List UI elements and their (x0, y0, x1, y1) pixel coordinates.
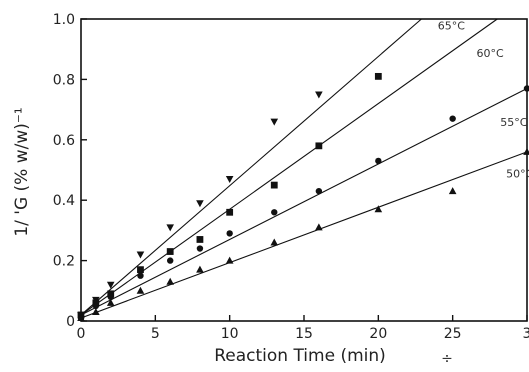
data-point (226, 208, 234, 216)
data-point (167, 257, 174, 264)
data-point (523, 147, 529, 155)
y-tick-label: 0.6 (53, 133, 75, 149)
data-markers (77, 72, 529, 322)
data-point (448, 187, 457, 195)
data-point (92, 307, 100, 315)
fit-line (80, 18, 422, 316)
series-label: 50°C (506, 168, 529, 181)
y-tick-label: 0.8 (53, 72, 75, 88)
x-tick-label: 3 (523, 326, 529, 342)
x-tick-label: 10 (221, 326, 239, 342)
data-point (270, 181, 278, 189)
data-point (523, 85, 529, 92)
data-point (136, 286, 145, 294)
x-tick-label: 15 (295, 326, 313, 342)
stray-mark: ÷ (441, 351, 453, 367)
data-point (137, 266, 144, 274)
data-point (315, 91, 323, 99)
data-point (166, 224, 174, 232)
x-tick-label: 5 (151, 326, 160, 342)
data-point (315, 223, 323, 231)
data-point (449, 115, 456, 122)
data-point (270, 238, 279, 246)
data-point (315, 187, 323, 195)
data-point (137, 272, 144, 279)
series-labels: 65°C 60°C 55°C 50°C (438, 20, 529, 181)
data-point (374, 72, 382, 80)
data-point (226, 230, 233, 237)
data-point (106, 281, 115, 289)
series-label: 60°C (476, 47, 503, 60)
fit-lines (80, 18, 528, 319)
data-point (315, 142, 323, 150)
y-tick-label: 1.0 (53, 12, 75, 28)
data-point (107, 293, 114, 301)
x-tick-label: 0 (77, 326, 86, 342)
data-point (225, 176, 234, 184)
data-point (374, 205, 383, 213)
axes: 0 5 10 15 20 25 300.20.40.60.81.0 (53, 12, 529, 342)
x-tick-label: 25 (444, 326, 462, 342)
data-point (136, 251, 145, 259)
y-tick-label: 0.2 (53, 254, 75, 270)
x-axis-label: Reaction Time (min) (214, 346, 386, 366)
y-tick-label: 0.4 (53, 193, 75, 209)
fit-line (80, 87, 528, 316)
data-point (375, 157, 382, 165)
plot-frame (80, 18, 528, 322)
data-point (270, 118, 279, 126)
data-point (92, 302, 100, 310)
data-point (225, 256, 234, 264)
y-axis-label: 1/ 'G (% w/w)⁻¹ (12, 107, 32, 236)
data-point (196, 265, 204, 273)
data-point (271, 209, 278, 216)
y-tick-label: 0 (66, 314, 75, 330)
data-point (166, 277, 174, 285)
data-point (196, 236, 204, 243)
series-label: 65°C (438, 20, 465, 33)
data-point (196, 200, 204, 208)
data-point (106, 298, 115, 306)
data-point (77, 313, 85, 321)
data-point (196, 245, 204, 252)
fit-line (80, 18, 498, 316)
series-label: 55°C (500, 116, 527, 129)
x-tick-label: 20 (369, 326, 387, 342)
fit-line (80, 151, 528, 319)
data-point (166, 248, 174, 255)
